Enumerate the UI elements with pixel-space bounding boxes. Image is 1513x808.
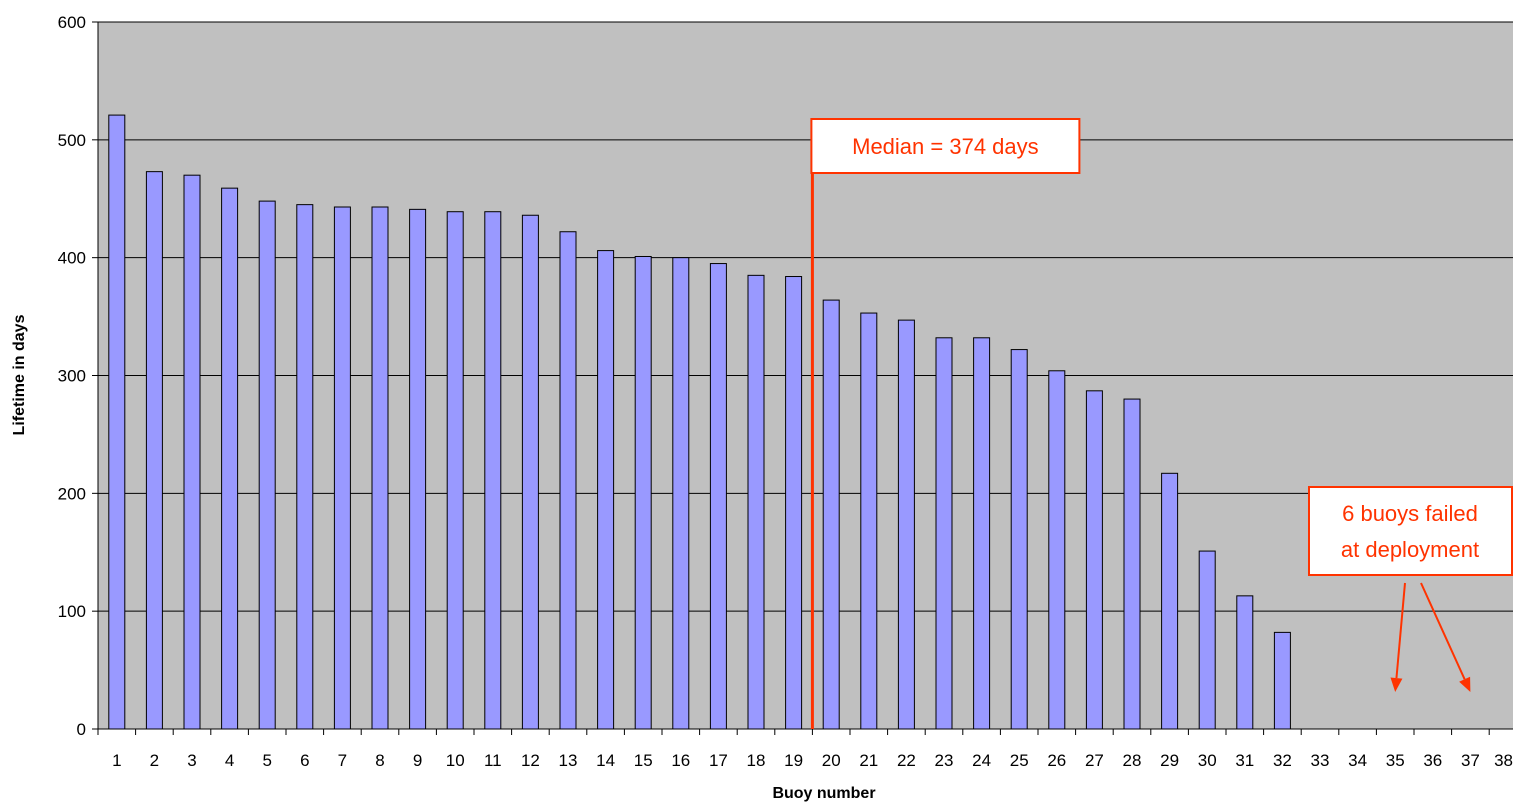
x-tick-label-16: 16	[671, 751, 690, 770]
bar-21	[860, 312, 878, 730]
x-tick-label-28: 28	[1123, 751, 1142, 770]
bar-6	[296, 204, 314, 730]
bar-32	[1273, 631, 1291, 730]
x-tick-label-10: 10	[446, 751, 465, 770]
bar-8	[371, 206, 389, 730]
bar-23	[935, 337, 953, 730]
median-label-box	[810, 118, 1081, 174]
x-tick-label-18: 18	[747, 751, 766, 770]
y-tick-label-0: 0	[77, 720, 86, 739]
y-tick-labels: 0 100 200 300 400 500 600	[58, 13, 86, 739]
x-tick-label-4: 4	[225, 751, 234, 770]
x-tick-label-12: 12	[521, 751, 540, 770]
x-tick-labels: 1 2 3 4 5 6 7 8 9 10 11 12 13 14 15 16 17 18 19 20 21 22 23 24 2…	[112, 751, 1513, 770]
failed-label-line-1: 6 buoys failed	[1342, 501, 1478, 526]
x-tick-label-25: 25	[1010, 751, 1029, 770]
arrow-head-37	[1459, 676, 1471, 692]
bar-16	[672, 257, 690, 730]
bar-22	[897, 319, 915, 730]
x-tick-label-13: 13	[559, 751, 578, 770]
x-tick-label-19: 19	[784, 751, 803, 770]
bar-31	[1236, 595, 1254, 730]
bar-2	[145, 171, 163, 730]
arrow-line-35	[1395, 582, 1406, 679]
y-tick-label-400: 400	[58, 249, 86, 268]
failed-arrows	[1390, 582, 1471, 692]
bar-15	[634, 255, 652, 730]
y-tick-label-100: 100	[58, 602, 86, 621]
x-tick-label-38: 38	[1494, 751, 1513, 770]
x-tick-label-9: 9	[413, 751, 422, 770]
bar-12	[521, 214, 539, 730]
median-label: Median = 374 days	[852, 134, 1039, 159]
y-tick-label-300: 300	[58, 367, 86, 386]
bar-11	[484, 211, 502, 730]
x-tick-label-23: 23	[935, 751, 954, 770]
x-axis-title: Buoy number	[772, 785, 875, 802]
x-tick-label-22: 22	[897, 751, 916, 770]
x-tick-label-17: 17	[709, 751, 728, 770]
x-tick-label-3: 3	[187, 751, 196, 770]
x-tick-label-21: 21	[859, 751, 878, 770]
x-tick-label-24: 24	[972, 751, 991, 770]
x-tick-label-29: 29	[1160, 751, 1179, 770]
x-tick-label-32: 32	[1273, 751, 1292, 770]
bars	[108, 114, 1291, 730]
failed-annotation: 6 buoys failed at deployment	[1308, 486, 1513, 692]
x-tick-label-33: 33	[1311, 751, 1330, 770]
bar-9	[409, 208, 427, 730]
bar-28	[1123, 398, 1141, 730]
bar-14	[597, 250, 615, 730]
x-tick-label-26: 26	[1047, 751, 1066, 770]
bar-4	[221, 187, 239, 730]
bar-20	[822, 299, 840, 730]
x-tick-label-27: 27	[1085, 751, 1104, 770]
x-tick-label-2: 2	[150, 751, 159, 770]
bar-5	[258, 200, 276, 730]
bar-10	[446, 211, 464, 730]
y-tick-label-200: 200	[58, 484, 86, 503]
x-tick-label-11: 11	[484, 751, 502, 770]
x-tick-label-15: 15	[634, 751, 653, 770]
bar-27	[1085, 390, 1103, 730]
x-tick-label-30: 30	[1198, 751, 1217, 770]
x-tick-label-34: 34	[1348, 751, 1367, 770]
bar-30	[1198, 550, 1216, 730]
axes	[92, 21, 1513, 735]
x-tick-label-20: 20	[822, 751, 841, 770]
arrow-line-37	[1420, 582, 1466, 680]
bar-3	[183, 174, 201, 730]
bar-18	[747, 274, 765, 730]
arrow-head-35	[1390, 677, 1403, 692]
x-tick-label-37: 37	[1461, 751, 1480, 770]
y-tick-label-500: 500	[58, 131, 86, 150]
gridlines	[98, 21, 1513, 612]
bar-29	[1161, 472, 1179, 730]
failed-label-box	[1308, 486, 1513, 576]
x-tick-label-8: 8	[375, 751, 384, 770]
x-tick-label-5: 5	[262, 751, 271, 770]
median-annotation: Median = 374 days	[810, 118, 1081, 729]
y-axis-title: Lifetime in days	[11, 314, 28, 435]
x-tick-label-31: 31	[1235, 751, 1254, 770]
x-tick-label-36: 36	[1423, 751, 1442, 770]
bar-24	[973, 337, 991, 730]
bar-17	[709, 263, 727, 730]
bar-26	[1048, 370, 1066, 730]
bar-1	[108, 114, 126, 730]
bar-7	[333, 206, 351, 730]
bar-25	[1010, 349, 1028, 730]
x-tick-label-14: 14	[596, 751, 615, 770]
failed-label-line-2: at deployment	[1341, 537, 1479, 562]
x-tick-label-35: 35	[1386, 751, 1405, 770]
y-tick-label-600: 600	[58, 13, 86, 32]
x-tick-label-7: 7	[338, 751, 347, 770]
bar-13	[559, 231, 577, 730]
bar-19	[785, 276, 803, 730]
x-tick-label-1: 1	[112, 751, 121, 770]
x-tick-label-6: 6	[300, 751, 309, 770]
